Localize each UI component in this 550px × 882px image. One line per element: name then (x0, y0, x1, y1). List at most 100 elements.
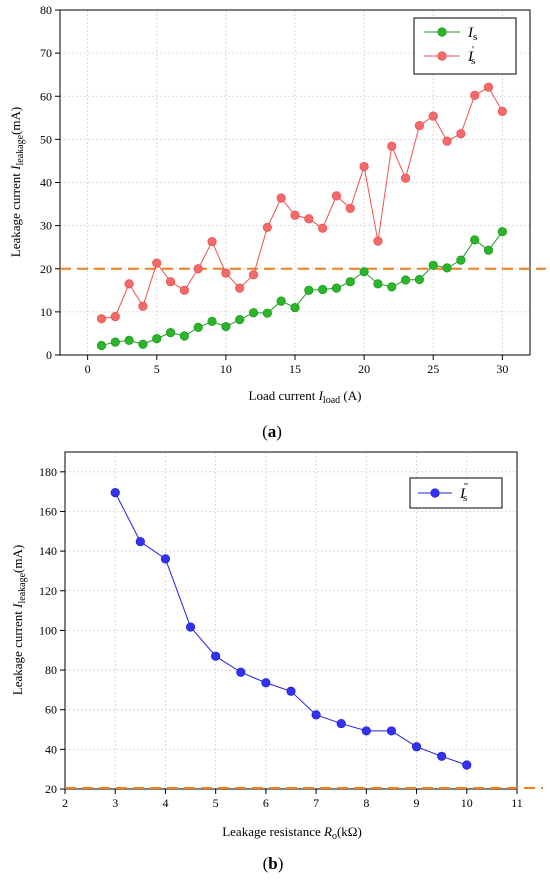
chart-b-series-0-point-14 (462, 760, 472, 770)
chart-b-series (110, 488, 472, 770)
chart-a-series-1-point-1 (110, 312, 120, 322)
chart-a-series-1-point-21 (387, 141, 397, 151)
chart-a-series-1-point-3 (138, 301, 148, 311)
legend-b-label-0: I'' s (459, 481, 468, 504)
chart-a-series-0-point-9 (221, 321, 231, 332)
chart-a-series-1-point-16 (318, 223, 328, 233)
chart-a-series-0-point-16 (318, 284, 328, 295)
chart-a-series-0-point-11 (248, 308, 259, 318)
chart-a-series-1-point-6 (179, 285, 190, 295)
chart-a-series-0-line (101, 231, 503, 346)
chart-a-series-0-point-0 (96, 340, 107, 351)
chart-a-series-0-point-6 (179, 331, 190, 341)
chart-b-ytick-label-8: 180 (39, 465, 57, 479)
chart-b-series-0-point-5 (236, 667, 246, 677)
chart-a-series-1-point-12 (262, 222, 272, 232)
chart-b-ytick-label-0: 20 (45, 782, 57, 796)
chart-a-legend-box (413, 17, 517, 75)
chart-a-series-0-point-21 (387, 282, 397, 292)
chart-a-legend: Is I' s (413, 17, 517, 75)
chart-a-series-1-point-10 (235, 283, 245, 293)
chart-a-series-1-point-9 (221, 268, 231, 278)
chart-b-ytick-label-2: 60 (45, 703, 57, 717)
chart-a-series-0-point-27 (470, 235, 480, 245)
chart-b-ylabel: Leakage current Ileakage(mA) (10, 545, 28, 695)
chart-b-ytick-label-5: 120 (39, 584, 57, 598)
chart-b-series-0-point-0 (110, 488, 120, 498)
chart-b-legend: I'' s (409, 477, 503, 509)
chart-b-series-0-point-4 (211, 651, 221, 661)
chart-b-series-0-point-3 (185, 622, 196, 632)
chart-a-series-0-point-17 (331, 283, 342, 293)
chart-b-series-0-point-2 (160, 554, 171, 564)
chart-a-ytick-label-6: 60 (40, 89, 52, 103)
chart-a-xtick-label-3: 15 (289, 362, 301, 376)
chart-a-series-1-point-13 (276, 193, 286, 203)
legend-b-marker-0 (430, 488, 440, 498)
chart-a-xtick-label-1: 5 (154, 362, 160, 376)
chart-a-series-0-point-12 (262, 308, 272, 318)
chart-a-series-0-point-15 (304, 285, 314, 295)
chart-b-series-0-point-8 (311, 710, 321, 720)
chart-b-series-0-point-1 (135, 537, 145, 547)
chart-a-ytick-label-3: 30 (40, 219, 52, 233)
chart-a-series-1-point-28 (483, 82, 494, 92)
chart-a-xtick-label-2: 10 (220, 362, 232, 376)
chart-b-series-0-point-10 (361, 726, 371, 736)
chart-b-xtick-label-4: 6 (263, 796, 269, 810)
chart-a-series-0-point-5 (165, 327, 176, 338)
chart-a-series-0-point-8 (207, 316, 217, 326)
chart-a-series-0-point-7 (193, 322, 203, 332)
chart-a-xtick-label-4: 20 (358, 362, 370, 376)
chart-b-ytick-label-6: 140 (39, 544, 57, 558)
chart-a-series-0-point-4 (152, 334, 162, 344)
chart-a-series-1-point-25 (442, 136, 452, 146)
chart-a-ylabel: Leakage current Ileakage(mA) (8, 107, 26, 257)
chart-a-series-0-point-3 (138, 339, 148, 349)
chart-a-series-1-point-29 (497, 106, 507, 116)
chart-a-series-0-point-23 (414, 274, 425, 285)
chart-a-series-1-point-23 (414, 120, 425, 131)
chart-a-ytick-label-1: 10 (40, 305, 52, 319)
chart-b-xtick-label-6: 8 (363, 796, 369, 810)
chart-a: 0 5 10 15 20 25 30 0 10 20 30 40 50 60 70 80 Is I' s Loa… (8, 3, 546, 441)
chart-a-series-1-point-7 (193, 264, 203, 274)
legend-a-label-1: I' s (467, 44, 475, 67)
chart-a-series-1-point-11 (248, 270, 259, 280)
chart-a-series-0-point-29 (497, 227, 507, 237)
chart-a-series-1-point-0 (96, 314, 107, 324)
chart-a-series-1-point-5 (165, 277, 176, 287)
chart-a-series-0-point-28 (483, 245, 494, 255)
chart-a-series-0-point-10 (235, 315, 245, 325)
chart-a-series-1-point-20 (373, 236, 383, 246)
chart-a-series-1-point-24 (428, 111, 438, 121)
chart-b-series-0-point-12 (411, 742, 422, 752)
chart-b-xlabel: Leakage resistance Ro(kΩ) (222, 824, 362, 842)
chart-a-series-1-point-22 (400, 173, 411, 183)
chart-a-ytick-label-8: 80 (40, 3, 52, 17)
chart-b-series-0-point-6 (261, 678, 271, 688)
chart-b-series-0-point-7 (286, 686, 296, 696)
chart-a-series-1-line (101, 86, 503, 320)
chart-a-series-0-point-2 (124, 335, 134, 345)
chart-a-series-1-point-17 (331, 191, 342, 201)
chart-b-xtick-label-2: 4 (162, 796, 168, 810)
chart-a-series-1-point-15 (304, 214, 314, 224)
legend-a-marker-0 (437, 27, 447, 37)
chart-a-ytick-label-2: 20 (40, 262, 52, 276)
chart-a-series-1-point-8 (207, 236, 217, 247)
chart-b-ytick-label-7: 160 (39, 504, 57, 518)
chart-b-xtick-label-1: 3 (112, 796, 118, 810)
chart-b-series-0-point-13 (437, 751, 447, 761)
chart-a-series-1-point-14 (290, 210, 300, 220)
chart-a-series-0-point-24 (428, 260, 438, 270)
legend-a-label-0: Is (467, 25, 477, 43)
chart-a-xtick-label-6: 30 (496, 362, 508, 376)
chart-a-series-0-point-19 (359, 267, 369, 277)
chart-a-series-0-point-22 (400, 275, 411, 285)
chart-b-xtick-label-0: 2 (62, 796, 68, 810)
chart-a-ytick-label-0: 0 (46, 348, 52, 362)
chart-b-xtick-label-7: 9 (414, 796, 420, 810)
chart-a-series-0-point-20 (373, 279, 383, 289)
